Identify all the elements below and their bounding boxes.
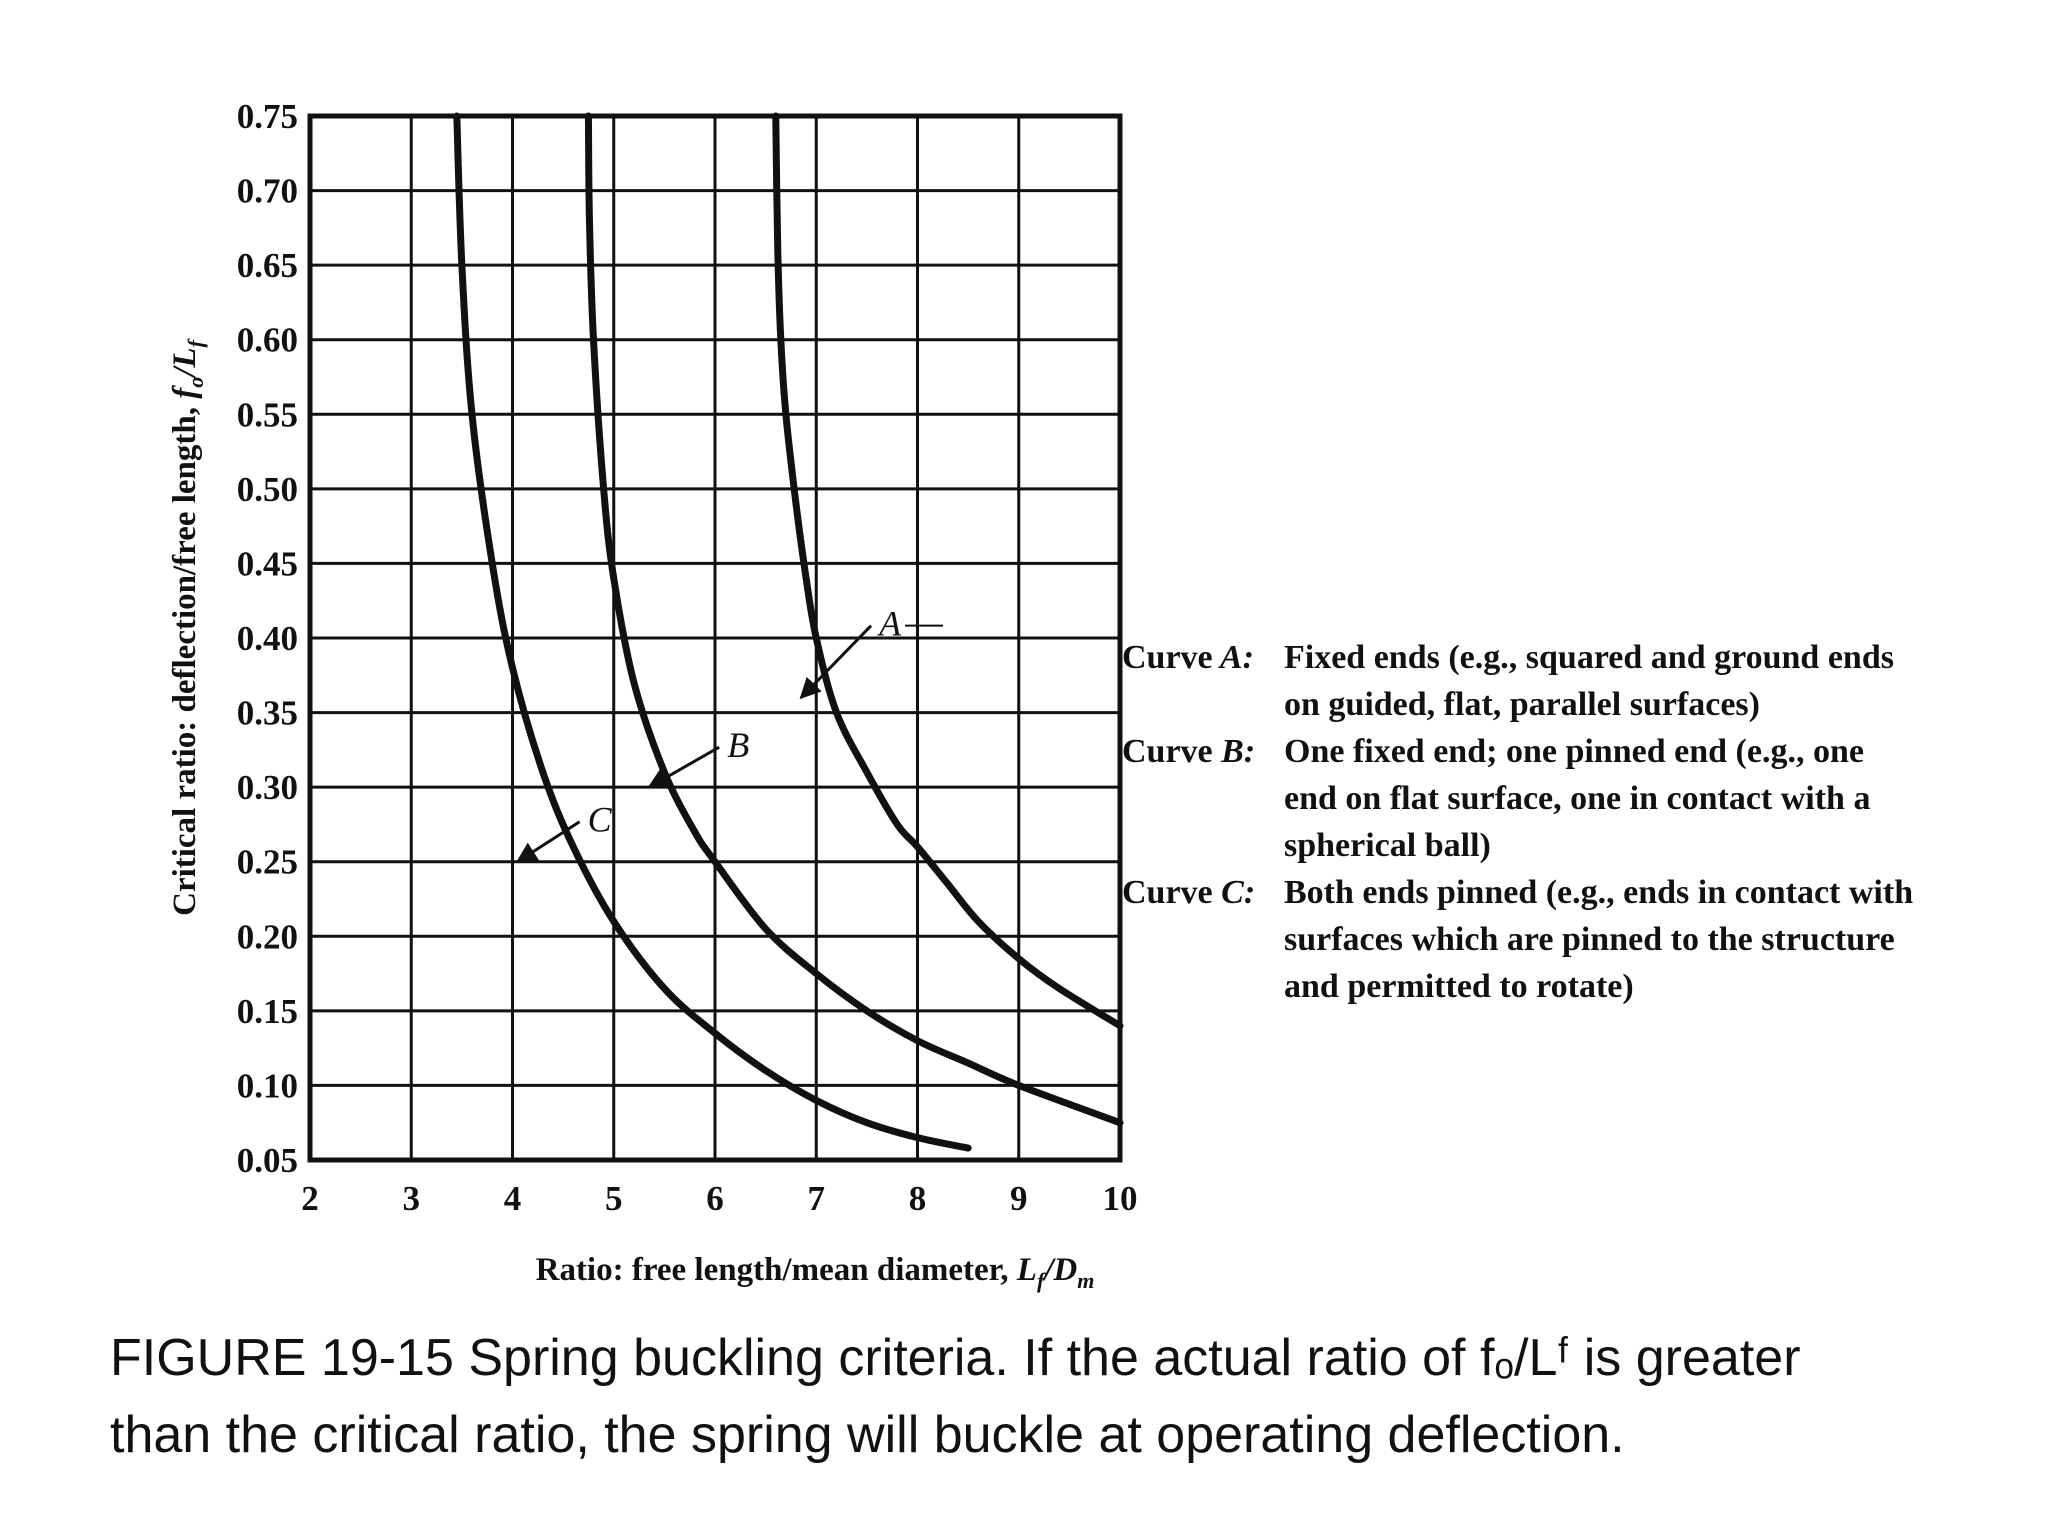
curve-b — [584, 112, 1124, 1127]
y-tick-label: 0.40 — [237, 619, 298, 658]
x-tick-label: 2 — [301, 1179, 319, 1218]
curve-label-b: B — [727, 725, 749, 765]
x-tick-label: 3 — [403, 1179, 421, 1218]
y-tick-label: 0.45 — [237, 544, 298, 583]
y-tick-label: 0.05 — [237, 1141, 298, 1180]
curve-label-a: A — [877, 604, 902, 644]
legend-item-c: Curve C: — [1122, 874, 1255, 911]
x-tick-label: 6 — [706, 1179, 724, 1218]
x-axis-label: Ratio: free length/mean diameter, Lf/Dm — [536, 1252, 1095, 1293]
x-tick-label: 10 — [1103, 1179, 1138, 1218]
y-tick-label: 0.70 — [237, 172, 298, 211]
y-tick-label: 0.20 — [237, 917, 298, 956]
legend-text-line: surfaces which are pinned to the structu… — [1284, 921, 1895, 958]
arrow-a — [799, 624, 873, 700]
y-tick-label: 0.25 — [237, 843, 298, 882]
legend: Curve A: Fixed ends (e.g., squared and gr… — [1122, 639, 1913, 1005]
legend-text-line: One fixed end; one pinned end (e.g., one — [1284, 733, 1864, 770]
y-tick-label: 0.55 — [237, 395, 298, 434]
x-tick-label: 4 — [504, 1179, 522, 1218]
y-tick-label: 0.75 — [237, 97, 298, 136]
legend-item-b: Curve B: — [1122, 733, 1255, 770]
y-tick-label: 0.65 — [237, 246, 298, 285]
x-tick-label: 8 — [909, 1179, 927, 1218]
y-tick-label: 0.15 — [237, 992, 298, 1031]
y-tick-label: 0.35 — [237, 694, 298, 733]
legend-text-line: end on flat surface, one in contact with… — [1284, 780, 1870, 817]
y-tick-label: 0.60 — [237, 321, 298, 360]
y-tick-label: 0.10 — [237, 1066, 298, 1105]
y-tick-label: 0.50 — [237, 470, 298, 509]
x-tick-label: 5 — [605, 1179, 623, 1218]
curve-label-c: C — [588, 800, 613, 840]
x-tick-label: 9 — [1010, 1179, 1028, 1218]
legend-text-line: on guided, flat, parallel surfaces) — [1284, 686, 1760, 723]
curve-c — [453, 112, 972, 1152]
legend-text-line: spherical ball) — [1284, 827, 1491, 864]
legend-item-a: Curve A: — [1122, 639, 1254, 676]
plot-frame — [307, 113, 1123, 1163]
grid — [308, 114, 1122, 1162]
figure-caption: FIGURE 19-15 Spring buckling criteria. I… — [110, 1320, 2010, 1474]
legend-text-line: Both ends pinned (e.g., ends in contact … — [1284, 874, 1913, 911]
y-tick-label: 0.30 — [237, 768, 298, 807]
curve-a — [772, 112, 1124, 1030]
legend-text-line: Fixed ends (e.g., squared and ground end… — [1284, 639, 1894, 676]
y-axis-label: Critical ratio: deflection/free length, … — [167, 337, 208, 915]
legend-text-line: and permitted to rotate) — [1284, 968, 1634, 1005]
x-tick-label: 7 — [808, 1179, 826, 1218]
arrow-c — [515, 820, 581, 863]
caption-line-2: than the critical ratio, the spring will… — [110, 1406, 1625, 1464]
caption-line-1: FIGURE 19-15 Spring buckling criteria. I… — [110, 1329, 1801, 1387]
arrow-b — [647, 745, 720, 789]
